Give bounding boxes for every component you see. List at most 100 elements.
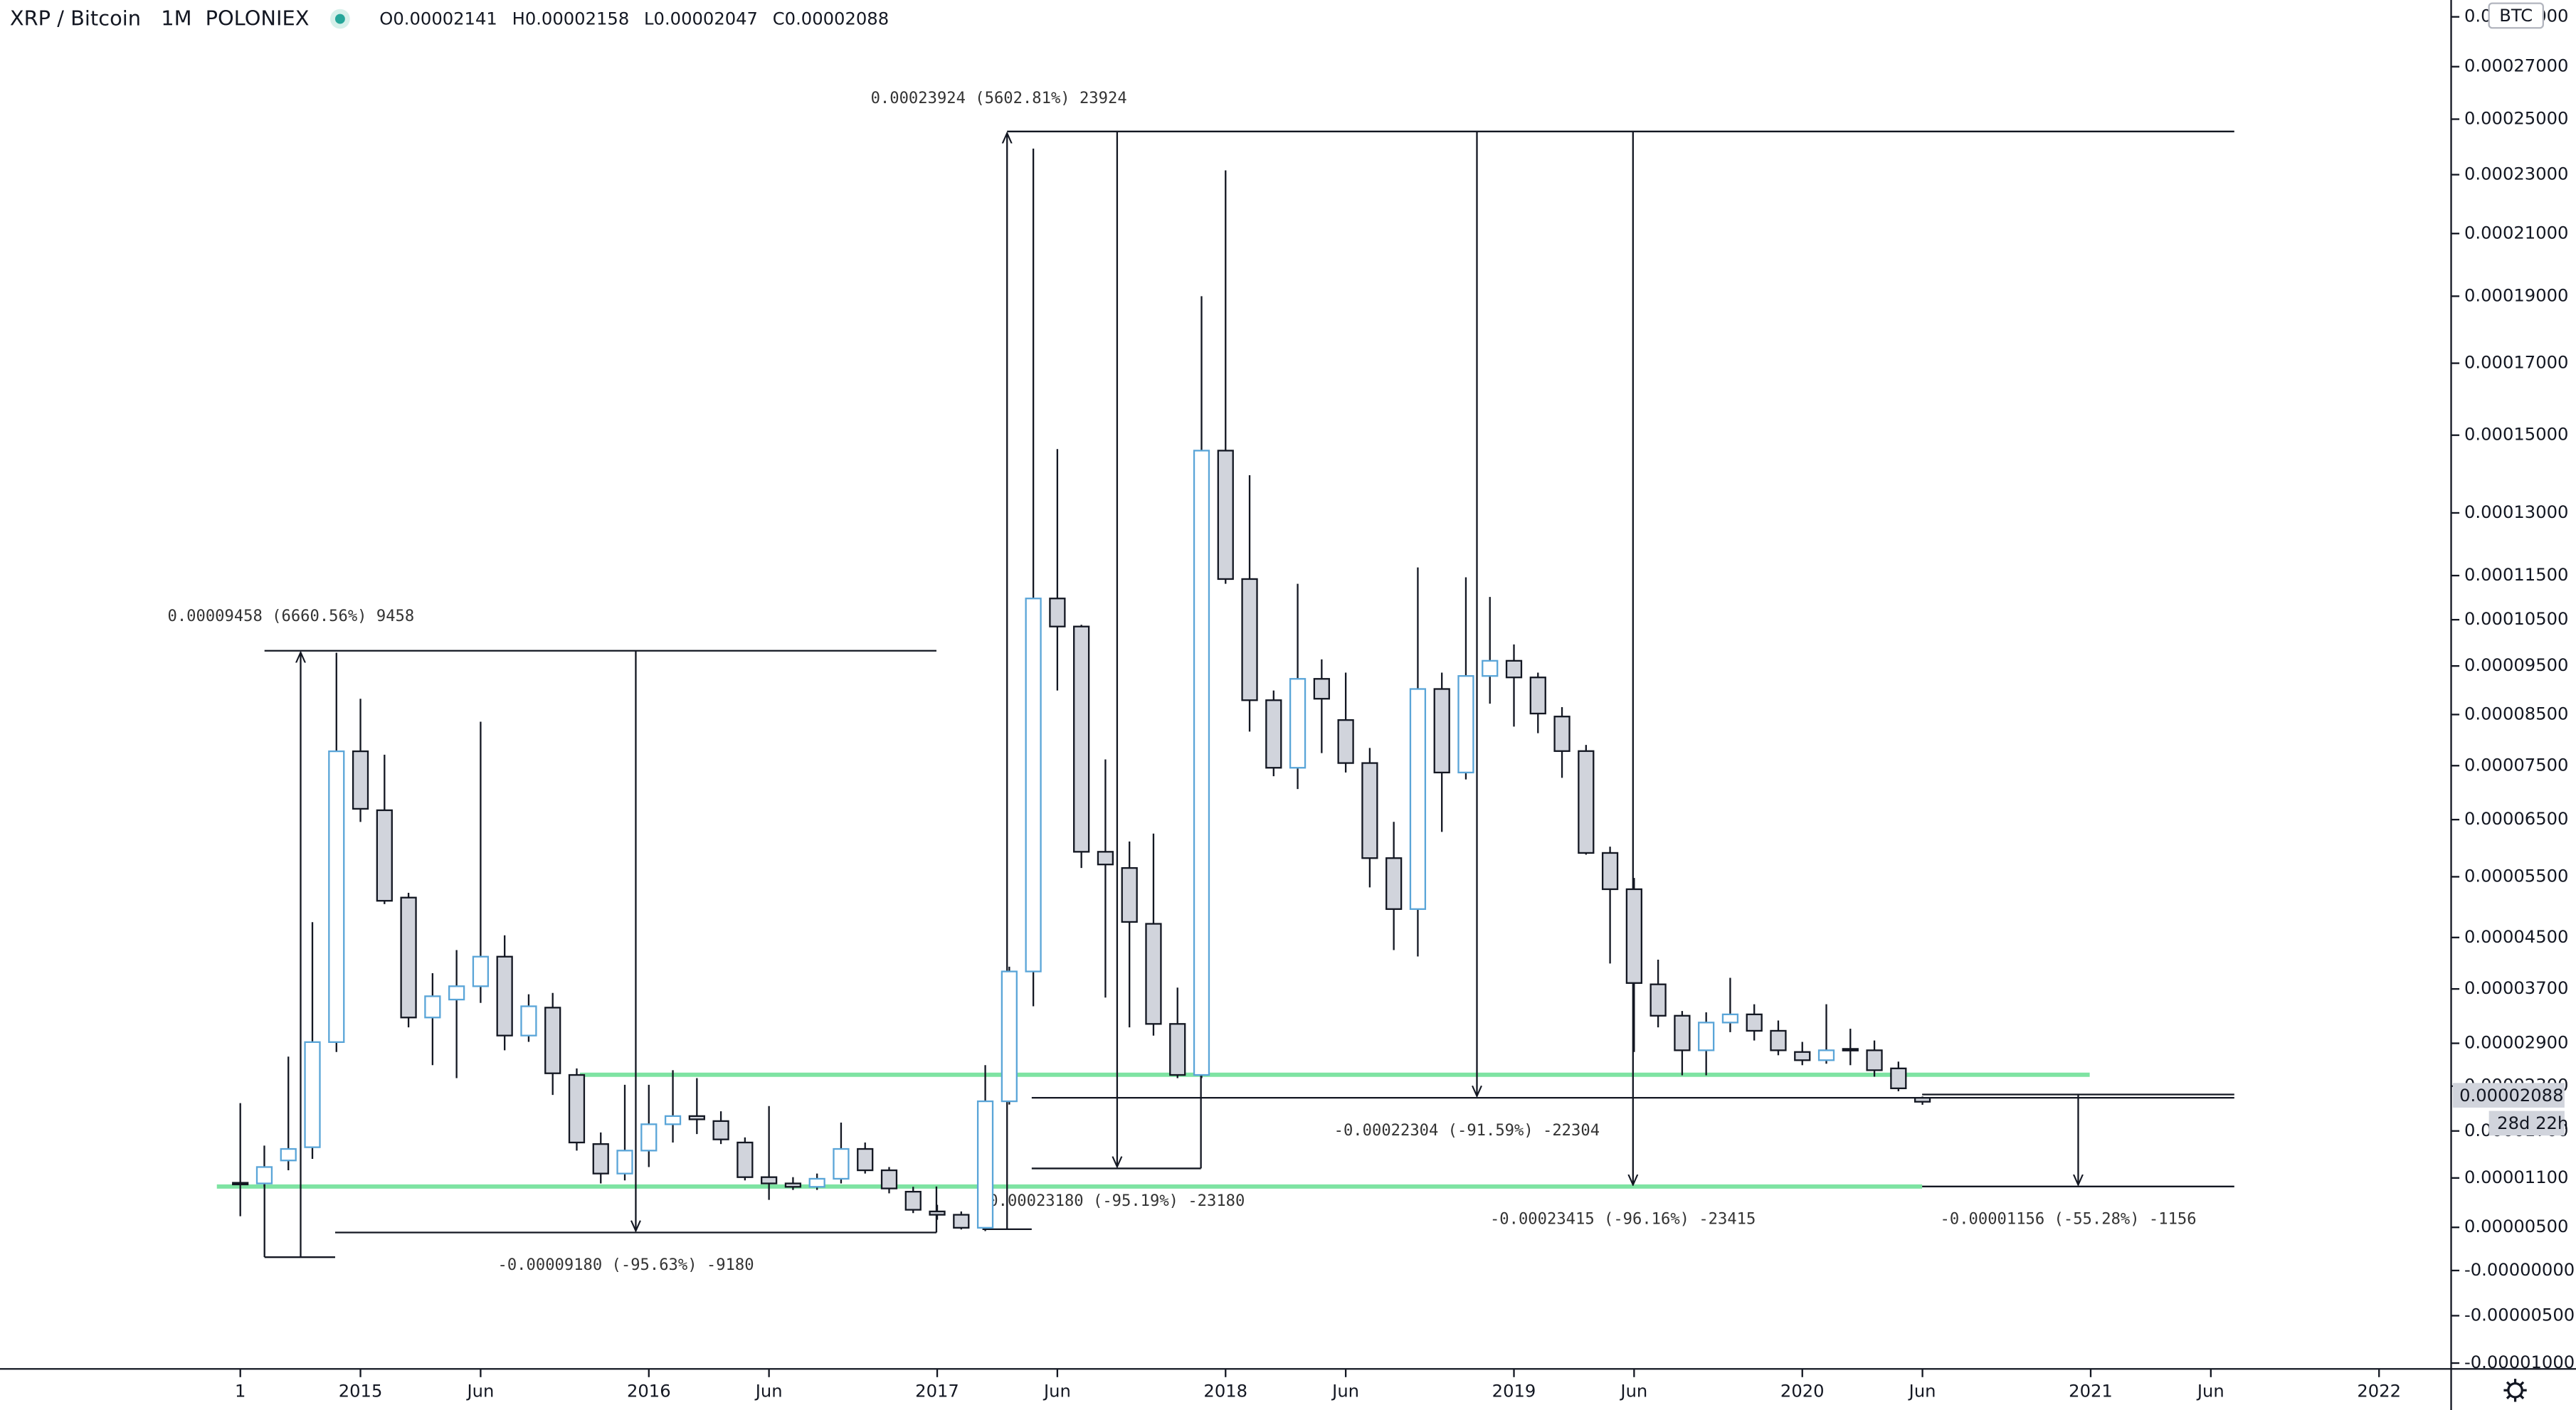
candle-body-up: [520, 1005, 537, 1037]
measure-label: -0.00023415 (-96.16%) -23415: [1490, 1210, 1756, 1229]
candle-body-up: [664, 1115, 682, 1125]
x-tick-label: 2015: [339, 1381, 383, 1401]
candle-body-down: [1265, 699, 1282, 769]
measure-label: 0.00009458 (6660.56%) 9458: [167, 607, 414, 625]
y-tick-label: -0.00001000: [2464, 1352, 2575, 1372]
measure-label: -0.00009180 (-95.63%) -9180: [498, 1256, 754, 1274]
badges: BTC 0.00002088 28d 22h: [2452, 2, 2568, 1402]
countdown-badge: [2488, 1110, 2565, 1136]
price-axis-bg: [2451, 0, 2576, 1369]
candle-body-down: [1674, 1014, 1691, 1051]
y-tick-label: 0.00009500: [2464, 654, 2568, 675]
x-tick-label: 2018: [1203, 1381, 1247, 1401]
measure-label: 0.00023924 (5602.81%) 23924: [871, 89, 1127, 107]
x-tick-label: 2020: [1780, 1381, 1825, 1401]
x-tick-label: 2021: [2069, 1381, 2113, 1401]
y-tick-label: 0.00007500: [2464, 754, 2568, 775]
candle-body-down: [1529, 677, 1546, 715]
x-tick-label: 2019: [1492, 1381, 1536, 1401]
y-tick-label: 0.00025000: [2464, 107, 2568, 128]
status-dot: [334, 14, 345, 24]
currency-label: BTC: [2499, 5, 2533, 26]
ohlc-label: H: [512, 9, 525, 29]
legend-header: XRP / Bitcoin 1M POLONIEX O0.00002141 H0.…: [10, 6, 889, 31]
candle-body-down: [929, 1210, 946, 1216]
y-tick-label: 0.00015000: [2464, 424, 2568, 445]
candle-body-down: [496, 955, 513, 1037]
ohlc-value: 0.00002047: [654, 9, 758, 29]
candle-body-up: [328, 750, 345, 1044]
y-tick-label: 0.00004500: [2464, 926, 2568, 947]
candle-body-up: [1457, 675, 1474, 774]
candle-body-down: [568, 1074, 586, 1144]
ohlc-label: O: [379, 9, 393, 29]
countdown: 28d 22h: [2497, 1113, 2568, 1133]
candle-body-up: [616, 1150, 633, 1175]
candle-body-up: [424, 995, 441, 1019]
candle-body-down: [880, 1169, 898, 1189]
candle-body-up: [280, 1147, 297, 1162]
candle-body-down: [1313, 678, 1330, 700]
candle-body-up: [1817, 1049, 1835, 1061]
candle-body-down: [1121, 866, 1138, 923]
x-tick-label: Jun: [1908, 1381, 1936, 1401]
x-tick-label: Jun: [1331, 1381, 1359, 1401]
candle-body-up: [640, 1123, 658, 1152]
candle-body-down: [1241, 578, 1258, 701]
candle-body-down: [1866, 1049, 1883, 1071]
ohlc-label: L: [644, 9, 654, 29]
settings-icon[interactable]: [2503, 1379, 2527, 1402]
candle-body-down: [1553, 716, 1571, 752]
candle-body-down: [592, 1143, 609, 1175]
y-tick-label: 0.00006500: [2464, 808, 2568, 829]
candle-body-up: [1698, 1022, 1715, 1051]
candle-body-down: [1073, 625, 1090, 853]
candle-body-up: [1721, 1013, 1739, 1024]
candle-body-down: [737, 1141, 754, 1178]
interval: 1M: [161, 6, 191, 31]
candle-body-down: [1361, 762, 1378, 859]
candle-body-up: [1001, 970, 1018, 1103]
candle-body-down: [1578, 750, 1595, 854]
ohlc-values: O0.00002141 H0.00002158 L0.00002047 C0.0000…: [379, 9, 889, 29]
candle-body-down: [1890, 1067, 1907, 1089]
candle-body-down: [1746, 1013, 1763, 1032]
ohlc-label: C: [773, 9, 785, 29]
y-tick-label: -0.00000500: [2464, 1304, 2575, 1325]
y-tick-label: 0.00013000: [2464, 502, 2568, 522]
candle-body-down: [1145, 923, 1162, 1025]
y-tick-label: 0.00002900: [2464, 1032, 2568, 1053]
candle-body-up: [448, 985, 465, 1001]
candle-body-up: [808, 1177, 825, 1188]
y-tick-label: 0.00017000: [2464, 352, 2568, 373]
candle-body-down: [1649, 983, 1667, 1017]
candle-body-up: [1482, 659, 1499, 677]
candle-body-down: [712, 1120, 729, 1140]
candle-body-up: [304, 1041, 321, 1148]
candle-body-down: [1433, 688, 1450, 774]
candle-body-down: [1601, 852, 1619, 891]
candle-body-down: [1505, 659, 1523, 679]
candle-body-down: [1217, 450, 1234, 581]
candle-body-up: [976, 1100, 994, 1229]
candle-body-down: [1794, 1051, 1811, 1061]
x-tick-label: Jun: [465, 1381, 494, 1401]
y-tick-label: 0.00011500: [2464, 564, 2568, 585]
ohlc-value: 0.00002088: [785, 9, 889, 29]
candle-body-up: [1025, 598, 1042, 972]
y-tick-label: 0.00001100: [2464, 1167, 2568, 1187]
y-tick-label: 0.00003700: [2464, 977, 2568, 998]
candle-body-down: [232, 1182, 249, 1186]
candle-body-down: [544, 1007, 561, 1074]
candle-body-down: [1842, 1048, 1859, 1051]
ohlc-value: 0.00002158: [525, 9, 629, 29]
candle-body-down: [904, 1190, 922, 1211]
exchange: POLONIEX: [206, 6, 310, 31]
candle-body-down: [400, 896, 417, 1019]
candles: [232, 148, 1931, 1231]
candle-body-up: [472, 955, 490, 987]
y-tick-label: -0.00000000: [2464, 1259, 2575, 1280]
y-tick-label: 0.00027000: [2464, 55, 2568, 76]
